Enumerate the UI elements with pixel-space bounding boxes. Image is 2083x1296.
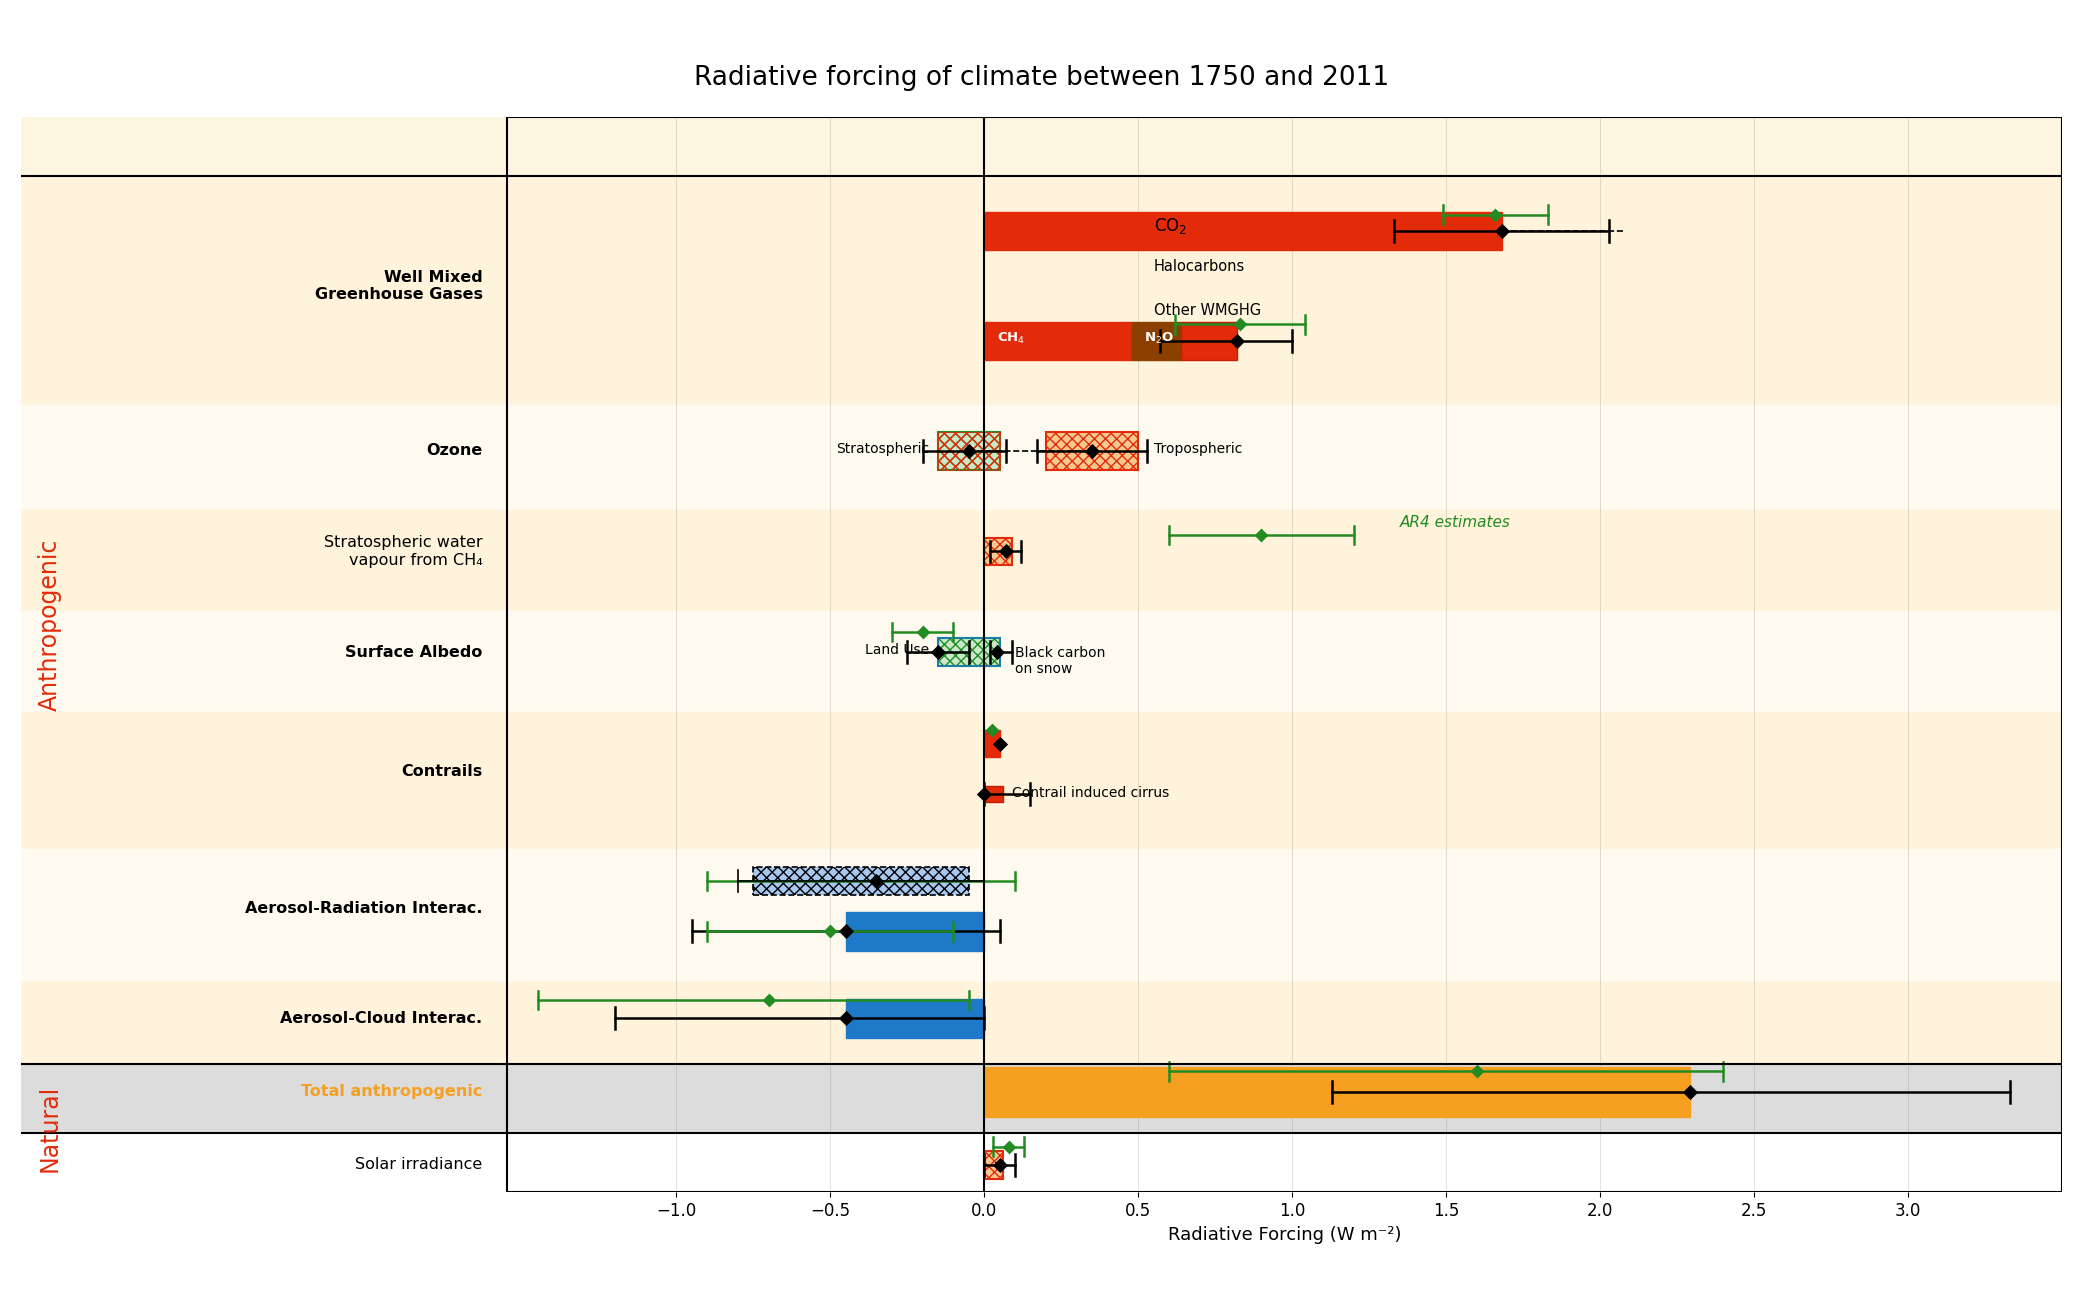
Point	[921, 642, 954, 662]
Bar	[985, 321, 1131, 360]
Bar	[985, 1067, 1689, 1117]
Point	[1673, 1081, 1706, 1102]
Bar	[985, 785, 1002, 802]
Bar	[985, 639, 1000, 666]
Point	[979, 642, 1012, 662]
Text: Well Mixed
Greenhouse Gases: Well Mixed Greenhouse Gases	[315, 270, 483, 302]
Point	[1221, 330, 1254, 351]
Point	[860, 871, 894, 892]
Point	[906, 622, 939, 643]
Point	[992, 1137, 1025, 1157]
Text: N$_2$O: N$_2$O	[1144, 330, 1175, 346]
Text: Solar irradiance: Solar irradiance	[356, 1157, 483, 1173]
Point	[829, 921, 862, 942]
Text: Total anthropogenic: Total anthropogenic	[302, 1085, 483, 1099]
Point	[1075, 441, 1108, 461]
Bar	[506, 290, 2062, 406]
Text: Stratospheric water
vapour from CH₄: Stratospheric water vapour from CH₄	[325, 535, 483, 568]
Bar	[506, 1064, 2062, 1133]
Bar	[846, 999, 985, 1038]
Bar	[937, 432, 1000, 470]
Text: Halocarbons: Halocarbons	[1154, 258, 1246, 273]
Bar	[21, 610, 506, 712]
Point	[1223, 314, 1256, 334]
Text: Ozone: Ozone	[427, 443, 483, 459]
Text: Aerosol-Cloud Interac.: Aerosol-Cloud Interac.	[281, 1011, 483, 1026]
Bar	[985, 538, 1012, 565]
Point	[860, 871, 894, 892]
Bar	[985, 730, 1000, 757]
Point	[752, 990, 785, 1011]
Bar	[21, 1133, 506, 1192]
Bar	[506, 982, 2062, 1064]
Bar	[21, 712, 506, 849]
Text: Contrail induced cirrus: Contrail induced cirrus	[1012, 787, 1169, 800]
Bar	[21, 511, 506, 610]
Text: Natural: Natural	[37, 1085, 62, 1172]
Bar	[506, 610, 2062, 712]
Text: CO$_2$: CO$_2$	[1154, 216, 1187, 236]
Point	[989, 542, 1023, 562]
Point	[1479, 205, 1512, 226]
Bar	[21, 176, 506, 290]
Bar	[937, 639, 985, 666]
Bar	[1131, 321, 1181, 360]
X-axis label: Radiative Forcing (W m⁻²): Radiative Forcing (W m⁻²)	[1169, 1226, 1402, 1244]
Point	[829, 1008, 862, 1029]
Bar	[506, 849, 2062, 982]
Bar	[506, 712, 2062, 849]
Bar	[21, 849, 506, 982]
Bar	[21, 982, 506, 1064]
Point	[952, 441, 985, 461]
Text: CH$_4$: CH$_4$	[996, 330, 1025, 346]
Point	[983, 734, 1017, 754]
Point	[969, 784, 1002, 805]
Bar	[21, 1064, 506, 1133]
Bar	[21, 406, 506, 511]
Bar	[754, 867, 969, 894]
Bar	[506, 406, 2062, 511]
Bar	[506, 511, 2062, 610]
Text: Surface Albedo: Surface Albedo	[346, 644, 483, 660]
Bar	[985, 211, 1502, 250]
Text: AR4 estimates: AR4 estimates	[1400, 516, 1510, 530]
Text: Black carbon
on snow: Black carbon on snow	[1014, 647, 1106, 677]
Text: Contrails: Contrails	[402, 763, 483, 779]
Text: Radiative forcing of climate between 1750 and 2011: Radiative forcing of climate between 175…	[694, 65, 1389, 91]
Bar	[1046, 432, 1137, 470]
Bar	[506, 176, 2062, 290]
Text: Anthropogenic: Anthropogenic	[37, 538, 62, 712]
Bar	[985, 1151, 1002, 1178]
Bar	[21, 290, 506, 406]
Bar	[846, 912, 985, 951]
Bar	[506, 117, 2062, 1133]
Bar	[985, 639, 1000, 666]
Text: Aerosol-Radiation Interac.: Aerosol-Radiation Interac.	[246, 901, 483, 916]
Point	[1460, 1061, 1494, 1082]
Text: Other WMGHG: Other WMGHG	[1154, 303, 1260, 318]
Point	[1485, 220, 1519, 241]
Bar	[506, 1133, 2062, 1192]
Point	[983, 1155, 1017, 1175]
Text: Land Use: Land Use	[864, 643, 929, 657]
Point	[1246, 525, 1279, 546]
Text: Stratospheric: Stratospheric	[835, 442, 929, 456]
Bar	[1181, 321, 1237, 360]
Bar	[937, 432, 1000, 470]
Point	[975, 719, 1008, 740]
Text: Tropospheric: Tropospheric	[1154, 442, 1241, 456]
Point	[814, 921, 848, 942]
Bar	[937, 639, 985, 666]
